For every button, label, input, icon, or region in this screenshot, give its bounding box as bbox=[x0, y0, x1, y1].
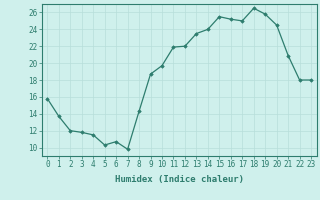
X-axis label: Humidex (Indice chaleur): Humidex (Indice chaleur) bbox=[115, 175, 244, 184]
